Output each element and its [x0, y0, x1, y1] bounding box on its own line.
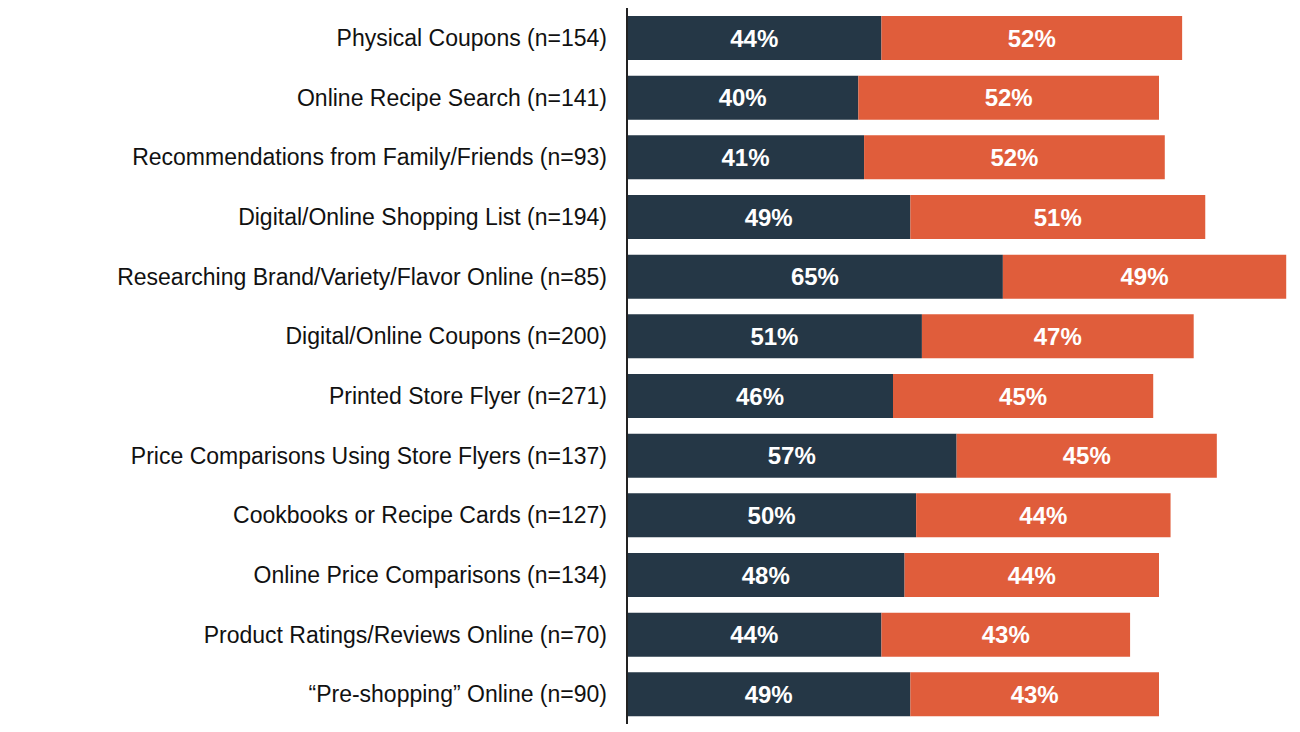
svg-text:Product Ratings/Reviews Online: Product Ratings/Reviews Online (n=70) — [204, 622, 607, 648]
svg-text:41%: 41% — [722, 144, 770, 171]
svg-text:Digital/Online Coupons (n=200): Digital/Online Coupons (n=200) — [285, 323, 607, 349]
svg-text:52%: 52% — [985, 84, 1033, 111]
svg-text:Researching Brand/Variety/Flav: Researching Brand/Variety/Flavor Online … — [117, 264, 607, 290]
svg-text:Digital/Online Shopping List (: Digital/Online Shopping List (n=194) — [238, 204, 607, 230]
svg-text:47%: 47% — [1034, 323, 1082, 350]
svg-text:43%: 43% — [1011, 681, 1059, 708]
svg-text:40%: 40% — [719, 84, 767, 111]
svg-text:Price Comparisons Using Store: Price Comparisons Using Store Flyers (n=… — [131, 443, 607, 469]
svg-text:49%: 49% — [745, 681, 793, 708]
svg-text:45%: 45% — [1063, 442, 1111, 469]
svg-text:44%: 44% — [1019, 502, 1067, 529]
svg-text:50%: 50% — [748, 502, 796, 529]
svg-text:44%: 44% — [730, 621, 778, 648]
svg-text:49%: 49% — [1121, 263, 1169, 290]
svg-text:“Pre-shopping” Online (n=90): “Pre-shopping” Online (n=90) — [308, 681, 607, 707]
svg-text:52%: 52% — [1008, 25, 1056, 52]
svg-text:43%: 43% — [982, 621, 1030, 648]
svg-text:57%: 57% — [768, 442, 816, 469]
svg-text:Physical Coupons (n=154): Physical Coupons (n=154) — [337, 25, 607, 51]
svg-text:Online Recipe Search (n=141): Online Recipe Search (n=141) — [297, 85, 607, 111]
svg-text:51%: 51% — [1034, 204, 1082, 231]
svg-text:Recommendations from Family/Fr: Recommendations from Family/Friends (n=9… — [132, 144, 607, 170]
svg-text:44%: 44% — [730, 25, 778, 52]
svg-text:52%: 52% — [990, 144, 1038, 171]
svg-text:Online Price Comparisons (n=13: Online Price Comparisons (n=134) — [254, 562, 607, 588]
svg-text:Cookbooks or Recipe Cards (n=1: Cookbooks or Recipe Cards (n=127) — [233, 502, 607, 528]
svg-text:45%: 45% — [999, 383, 1047, 410]
svg-text:Printed Store Flyer (n=271): Printed Store Flyer (n=271) — [329, 383, 607, 409]
svg-text:44%: 44% — [1008, 562, 1056, 589]
svg-text:48%: 48% — [742, 562, 790, 589]
svg-text:51%: 51% — [750, 323, 798, 350]
svg-text:49%: 49% — [745, 204, 793, 231]
svg-text:65%: 65% — [791, 263, 839, 290]
svg-text:46%: 46% — [736, 383, 784, 410]
